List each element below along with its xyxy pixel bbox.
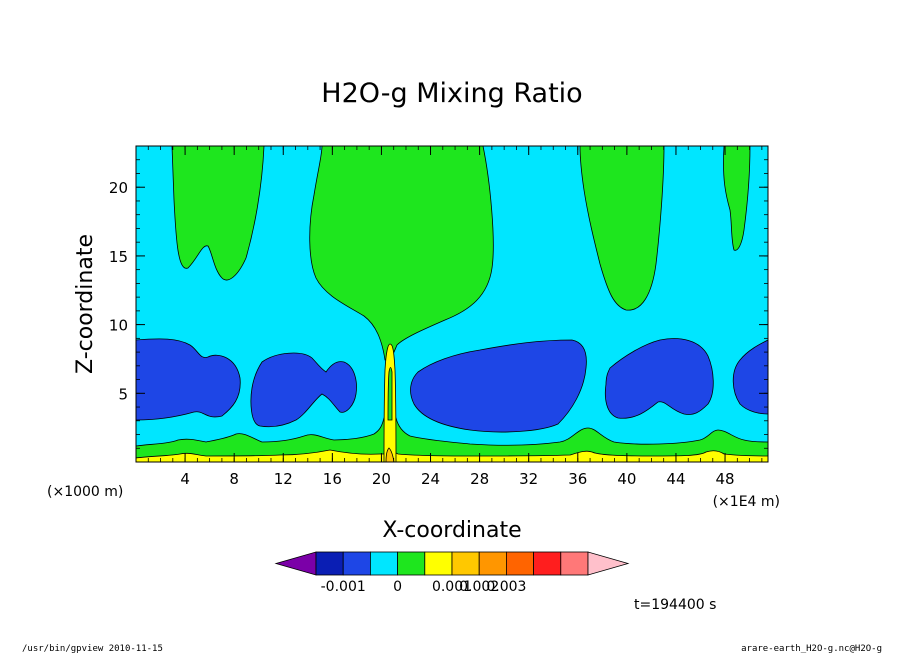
x-scale-note: (×1E4 m) <box>713 494 780 510</box>
plot-frame <box>135 145 769 463</box>
x-tick-label: 20 <box>372 470 391 488</box>
contour-field <box>136 146 768 462</box>
colorbar-swatch <box>533 551 562 576</box>
colorbar-over-arrow <box>587 551 630 576</box>
colorbar-swatch <box>424 551 453 576</box>
x-tick-label: 4 <box>180 470 190 488</box>
x-axis-label: X-coordinate <box>382 518 521 543</box>
lower-green-band <box>136 417 768 462</box>
colorbar <box>274 551 630 576</box>
blue-core-1 <box>136 338 241 421</box>
blue-core-3 <box>410 339 587 433</box>
x-tick-label: 8 <box>229 470 239 488</box>
y-axis-label: Z-coordinate <box>73 234 98 374</box>
chart-title: H2O-g Mixing Ratio <box>321 78 582 109</box>
x-tick-label: 40 <box>617 470 636 488</box>
x-tick-label: 32 <box>519 470 538 488</box>
upper-plume-far-right <box>723 146 751 251</box>
blue-core-2 <box>250 352 357 428</box>
colorbar-tick-label: -0.001 <box>321 579 366 595</box>
colorbar-swatch <box>342 551 371 576</box>
y-tick-label: 15 <box>109 248 128 266</box>
x-tick-label: 16 <box>323 470 342 488</box>
colorbar-tick-label: 0.003 <box>486 579 526 595</box>
time-label: t=194400 s <box>634 597 716 613</box>
colorbar-swatch <box>451 551 480 576</box>
y-tick-label: 10 <box>109 317 128 335</box>
colorbar-swatch <box>478 551 507 576</box>
colorbar-tick-label: 0.001 <box>432 579 472 595</box>
x-tick-label: 24 <box>421 470 440 488</box>
colorbar-swatch <box>397 551 426 576</box>
y-tick-label: 5 <box>118 385 128 403</box>
colorbar-swatch <box>369 551 398 576</box>
upper-plume-right <box>579 146 665 311</box>
y-axis-ticks: 5 10 15 20 <box>109 159 768 449</box>
blue-core-5 <box>732 339 768 415</box>
moist-column-core <box>387 367 393 421</box>
x-tick-label: 36 <box>568 470 587 488</box>
x-tick-label: 48 <box>716 470 735 488</box>
colorbar-tick-label: 0 <box>393 579 402 595</box>
colorbar-tick-label: 0.002 <box>459 579 499 595</box>
footer-right: arare-earth_H2O-g.nc@H2O-g <box>741 644 882 654</box>
colorbar-swatch <box>560 551 589 576</box>
y-scale-note: (×1000 m) <box>47 484 123 500</box>
colorbar-under-arrow <box>274 551 317 576</box>
colorbar-swatch <box>505 551 534 576</box>
y-tick-label: 20 <box>109 179 128 197</box>
x-tick-label: 12 <box>274 470 293 488</box>
x-tick-label: 44 <box>666 470 685 488</box>
footer-left: /usr/bin/gpview 2010-11-15 <box>22 644 163 654</box>
colorbar-swatch <box>315 551 344 576</box>
x-tick-label: 28 <box>470 470 489 488</box>
x-axis-ticks: 4 8 12 16 20 24 28 32 36 40 44 48 <box>147 146 763 488</box>
upper-plume-left <box>171 146 265 281</box>
blue-core-4 <box>604 338 714 419</box>
